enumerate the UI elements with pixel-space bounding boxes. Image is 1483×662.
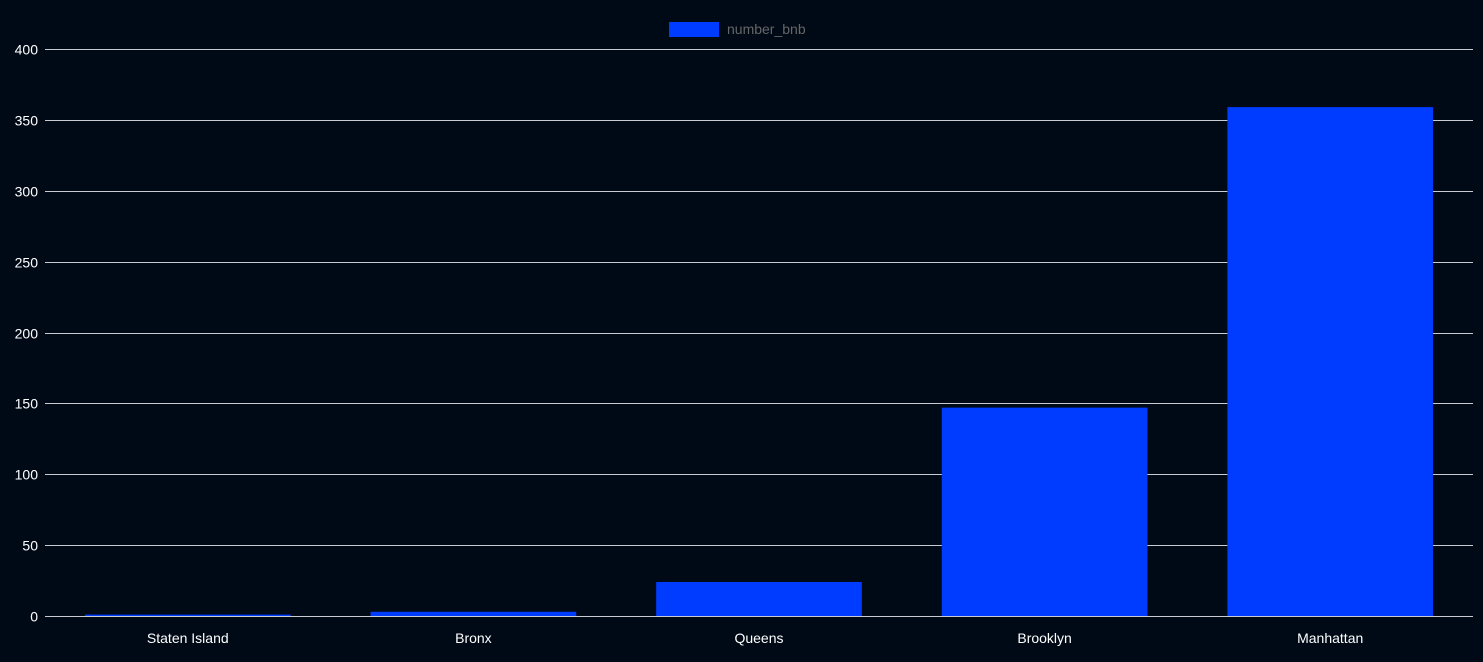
x-tick-label-queens: Queens (734, 630, 783, 646)
grid-lines (45, 49, 1473, 617)
y-tick-label-200: 200 (15, 326, 39, 342)
legend-swatch[interactable] (669, 22, 719, 37)
y-tick-label-50: 50 (22, 538, 38, 554)
bar-bronx[interactable] (370, 611, 577, 616)
x-tick-label-brooklyn: Brooklyn (1017, 630, 1071, 646)
y-tick-label-400: 400 (15, 42, 39, 58)
y-tick-label-250: 250 (15, 255, 39, 271)
bar-staten-island[interactable] (84, 614, 291, 616)
x-tick-label-staten-island: Staten Island (147, 630, 229, 646)
x-tick-label-bronx: Bronx (455, 630, 492, 646)
y-tick-label-350: 350 (15, 113, 39, 129)
bar-brooklyn[interactable] (941, 407, 1148, 616)
bars (84, 107, 1434, 617)
y-axis-ticks: 0 50 100 150 200 250 300 350 400 (15, 42, 39, 625)
legend[interactable]: number_bnb (669, 21, 806, 37)
y-tick-label-300: 300 (15, 184, 39, 200)
legend-label[interactable]: number_bnb (727, 21, 806, 37)
bar-manhattan[interactable] (1227, 107, 1434, 617)
x-axis-ticks: Staten Island Bronx Queens Brooklyn Manhatta… (147, 630, 1363, 646)
y-tick-label-150: 150 (15, 396, 39, 412)
bar-queens[interactable] (656, 581, 862, 616)
y-tick-label-0: 0 (30, 609, 38, 625)
x-tick-label-manhattan: Manhattan (1297, 630, 1363, 646)
y-tick-label-100: 100 (15, 467, 39, 483)
